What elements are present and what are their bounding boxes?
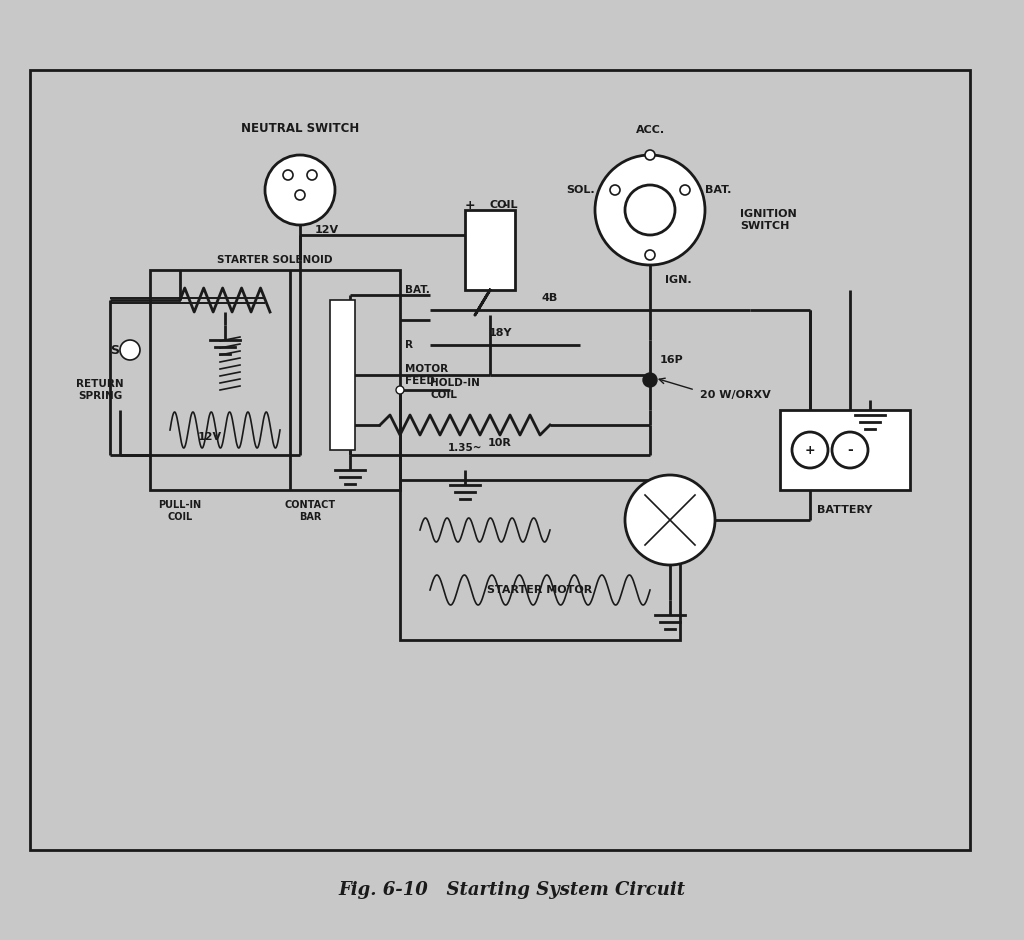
Text: NEUTRAL SWITCH: NEUTRAL SWITCH: [241, 122, 359, 135]
Circle shape: [295, 190, 305, 200]
Bar: [465, 210, 515, 290]
Circle shape: [610, 185, 620, 195]
Text: Fig. 6-10   Starting System Circuit: Fig. 6-10 Starting System Circuit: [339, 881, 685, 899]
Text: IGNITION
SWITCH: IGNITION SWITCH: [740, 210, 797, 231]
Circle shape: [625, 475, 715, 565]
Circle shape: [120, 340, 140, 360]
Text: RETURN
SPRING: RETURN SPRING: [76, 379, 124, 400]
Text: CONTACT
BAR: CONTACT BAR: [285, 500, 336, 522]
Text: COIL: COIL: [490, 200, 518, 210]
Text: 12V: 12V: [198, 432, 222, 442]
Circle shape: [645, 150, 655, 160]
Bar: [330, 300, 355, 450]
Text: +: +: [465, 198, 475, 212]
Circle shape: [831, 432, 868, 468]
Text: S: S: [111, 343, 120, 356]
Text: 12V: 12V: [315, 225, 339, 235]
Circle shape: [645, 250, 655, 260]
Circle shape: [680, 185, 690, 195]
Text: 4B: 4B: [542, 293, 558, 303]
Text: IGN.: IGN.: [665, 275, 691, 285]
Text: +: +: [805, 444, 815, 457]
Circle shape: [283, 170, 293, 180]
Circle shape: [265, 155, 335, 225]
Text: BAT.: BAT.: [705, 185, 731, 195]
Circle shape: [396, 386, 404, 394]
Text: BAT.: BAT.: [406, 285, 430, 295]
Text: 20 W/ORXV: 20 W/ORXV: [700, 390, 771, 400]
Text: STARTER SOLENOID: STARTER SOLENOID: [217, 255, 333, 265]
Text: BATTERY: BATTERY: [817, 505, 872, 515]
Bar: [150, 270, 400, 490]
Text: STARTER MOTOR: STARTER MOTOR: [487, 585, 593, 595]
Text: HOLD-IN
COIL: HOLD-IN COIL: [430, 379, 480, 400]
Bar: [400, 480, 680, 640]
Circle shape: [643, 373, 657, 387]
Text: -: -: [503, 198, 508, 212]
Text: MOTOR
FEED: MOTOR FEED: [406, 364, 449, 385]
Text: PULL-IN
COIL: PULL-IN COIL: [159, 500, 202, 522]
Bar: [30, 70, 970, 850]
Circle shape: [792, 432, 828, 468]
Text: ACC.: ACC.: [636, 125, 665, 135]
Text: 18Y: 18Y: [488, 328, 512, 338]
Circle shape: [625, 185, 675, 235]
Text: 16P: 16P: [660, 355, 684, 365]
Text: -: -: [847, 443, 853, 457]
Text: R: R: [406, 340, 413, 350]
Bar: [780, 410, 910, 490]
Circle shape: [307, 170, 317, 180]
Text: 10R: 10R: [488, 438, 512, 448]
Circle shape: [595, 155, 705, 265]
Text: 1.35~: 1.35~: [447, 443, 482, 453]
Text: SOL.: SOL.: [566, 185, 595, 195]
